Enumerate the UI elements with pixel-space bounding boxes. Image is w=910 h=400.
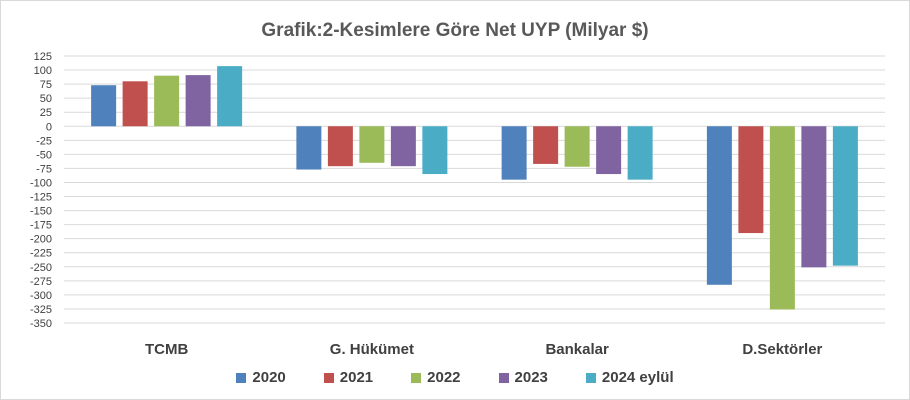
- bar: [122, 81, 148, 127]
- bar: [217, 66, 243, 127]
- y-tick-label: 0: [46, 121, 52, 133]
- x-category-label: G. Hükümet: [330, 341, 414, 358]
- bar: [564, 126, 590, 167]
- bar: [769, 126, 795, 310]
- legend-swatch: [498, 372, 509, 383]
- legend-item: 2020: [236, 369, 286, 386]
- bar: [832, 126, 858, 266]
- chart-legend: 2020 2021 2022 2023 2024 eylül: [0, 369, 910, 386]
- bar: [185, 75, 211, 127]
- y-tick-label: 50: [40, 93, 52, 105]
- legend-item: 2021: [323, 369, 374, 386]
- bar: [91, 85, 117, 127]
- legend-label: 2023: [514, 369, 548, 386]
- y-tick-label: -200: [30, 234, 52, 246]
- bar: [390, 126, 416, 167]
- bar: [706, 126, 732, 285]
- bar: [801, 126, 827, 268]
- y-tick-label: 75: [40, 79, 52, 91]
- bar: [738, 126, 764, 234]
- y-tick-label: -50: [36, 149, 52, 161]
- x-category-label: D.Sektörler: [742, 341, 822, 358]
- y-tick-label: -250: [30, 262, 52, 274]
- y-tick-label: -350: [30, 318, 52, 330]
- bar: [359, 126, 385, 163]
- y-tick-label: -125: [30, 192, 52, 204]
- bar: [501, 126, 527, 180]
- y-tick-label: -100: [30, 177, 52, 189]
- legend-label: 2024 eylül: [601, 369, 674, 386]
- y-tick-label: -300: [30, 290, 52, 302]
- legend-item: 2022: [411, 369, 461, 386]
- bar: [533, 126, 559, 164]
- legend-swatch: [323, 372, 334, 383]
- legend-swatch: [236, 372, 247, 383]
- y-tick-label: -25: [36, 135, 52, 147]
- y-tick-label: -325: [30, 304, 52, 316]
- y-tick-label: 100: [34, 65, 52, 77]
- x-category-label: TCMB: [145, 341, 188, 358]
- y-tick-label: -150: [30, 206, 52, 218]
- y-tick-label: -175: [30, 220, 52, 232]
- legend-label: 2022: [427, 369, 461, 386]
- y-tick-label: -225: [30, 248, 52, 260]
- y-tick-label: -75: [36, 163, 52, 175]
- legend-label: 2020: [252, 369, 286, 386]
- y-tick-label: 25: [40, 107, 52, 119]
- bar: [154, 75, 180, 127]
- bar: [422, 126, 448, 175]
- y-tick-label: 125: [34, 51, 52, 63]
- legend-item: 2024 eylül: [585, 369, 674, 386]
- x-category-label: Bankalar: [545, 341, 609, 358]
- bar: [327, 126, 353, 167]
- legend-swatch: [411, 372, 422, 383]
- bar: [296, 126, 322, 170]
- legend-swatch: [585, 372, 596, 383]
- legend-label: 2021: [339, 369, 374, 386]
- legend-item: 2023: [498, 369, 548, 386]
- chart-title: Grafik:2-Kesimlere Göre Net UYP (Milyar …: [261, 20, 649, 41]
- bar: [596, 126, 622, 175]
- bar: [627, 126, 653, 180]
- y-tick-label: -275: [30, 276, 52, 288]
